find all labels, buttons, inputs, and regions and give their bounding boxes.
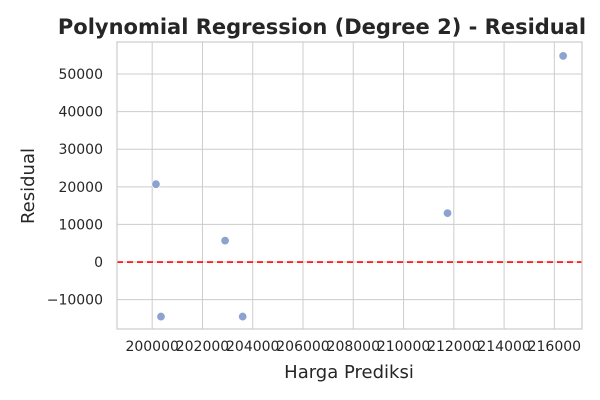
- x-tick-label: 200000: [125, 339, 178, 355]
- x-tick-labels: 2000002020002040002060002080002100002120…: [125, 339, 581, 355]
- data-point: [156, 312, 166, 322]
- y-tick-label: 30000: [58, 142, 103, 158]
- grid-lines: [117, 42, 582, 329]
- x-tick-label: 208000: [327, 339, 380, 355]
- data-point: [220, 236, 230, 246]
- data-points: [151, 51, 568, 322]
- y-tick-label: −10000: [47, 293, 103, 309]
- y-tick-label: 40000: [58, 105, 103, 121]
- x-tick-label: 210000: [377, 339, 430, 355]
- data-point: [151, 179, 161, 189]
- x-tick-label: 204000: [226, 339, 279, 355]
- data-point: [238, 312, 248, 322]
- y-tick-label: 20000: [58, 180, 103, 196]
- x-tick-label: 206000: [276, 339, 329, 355]
- x-tick-label: 202000: [176, 339, 229, 355]
- y-tick-label: 10000: [58, 217, 103, 233]
- y-tick-label: 0: [94, 255, 103, 271]
- y-tick-labels: −10000 0 10000 20000 30000 40000 50000: [47, 67, 103, 309]
- data-point: [558, 51, 568, 61]
- y-tick-label: 50000: [58, 67, 103, 83]
- data-point: [443, 208, 453, 218]
- x-tick-label: 214000: [477, 339, 530, 355]
- y-axis-label: Residual: [18, 148, 39, 224]
- x-axis-label: Harga Prediksi: [284, 362, 414, 383]
- chart-title: Polynomial Regression (Degree 2) - Resid…: [58, 15, 586, 39]
- x-tick-label: 212000: [427, 339, 480, 355]
- plot-frame: [116, 41, 583, 330]
- x-tick-label: 216000: [528, 339, 581, 355]
